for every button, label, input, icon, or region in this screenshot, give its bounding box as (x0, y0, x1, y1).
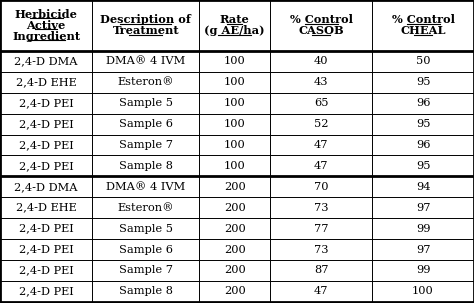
Text: 2,4-D PEI: 2,4-D PEI (19, 98, 73, 108)
Text: 47: 47 (314, 140, 328, 150)
Text: 95: 95 (416, 161, 430, 171)
Text: 47: 47 (314, 161, 328, 171)
Text: 2,4-D EHE: 2,4-D EHE (16, 77, 77, 87)
Text: 200: 200 (224, 265, 246, 275)
Text: 100: 100 (412, 286, 434, 296)
Text: 99: 99 (416, 224, 430, 234)
Text: 96: 96 (416, 140, 430, 150)
Text: % Control: % Control (392, 15, 455, 25)
Text: Description of: Description of (100, 15, 191, 25)
Text: 73: 73 (314, 245, 328, 255)
Text: 96: 96 (416, 98, 430, 108)
Text: Ingredient: Ingredient (12, 31, 80, 42)
Text: Esteron®: Esteron® (118, 203, 174, 213)
Text: 50: 50 (416, 56, 430, 66)
Text: 2,4-D PEI: 2,4-D PEI (19, 161, 73, 171)
Text: 73: 73 (314, 203, 328, 213)
Text: 200: 200 (224, 286, 246, 296)
Text: 100: 100 (224, 119, 246, 129)
Text: 77: 77 (314, 224, 328, 234)
Text: 200: 200 (224, 182, 246, 192)
Text: Sample 6: Sample 6 (119, 245, 173, 255)
Text: Active: Active (27, 20, 66, 31)
Text: 97: 97 (416, 245, 430, 255)
Text: % Control: % Control (290, 15, 353, 25)
Text: DMA® 4 IVM: DMA® 4 IVM (106, 182, 185, 192)
Text: (g AE/ha): (g AE/ha) (204, 25, 265, 36)
Text: CHEAL: CHEAL (401, 25, 446, 36)
Text: 2,4-D PEI: 2,4-D PEI (19, 265, 73, 275)
Text: 200: 200 (224, 245, 246, 255)
Text: Sample 7: Sample 7 (119, 140, 173, 150)
Text: 43: 43 (314, 77, 328, 87)
Text: Sample 8: Sample 8 (119, 286, 173, 296)
Text: 2,4-D PEI: 2,4-D PEI (19, 245, 73, 255)
Text: 40: 40 (314, 56, 328, 66)
Text: CASOB: CASOB (298, 25, 344, 36)
Text: 2,4-D PEI: 2,4-D PEI (19, 286, 73, 296)
Text: 100: 100 (224, 161, 246, 171)
Text: Esteron®: Esteron® (118, 77, 174, 87)
Text: 97: 97 (416, 203, 430, 213)
Text: 100: 100 (224, 77, 246, 87)
Text: 94: 94 (416, 182, 430, 192)
Text: Sample 8: Sample 8 (119, 161, 173, 171)
Text: Sample 5: Sample 5 (119, 98, 173, 108)
Text: DMA® 4 IVM: DMA® 4 IVM (106, 56, 185, 66)
Text: 87: 87 (314, 265, 328, 275)
Text: 2,4-D DMA: 2,4-D DMA (15, 56, 78, 66)
Text: 200: 200 (224, 203, 246, 213)
Text: 2,4-D PEI: 2,4-D PEI (19, 224, 73, 234)
Text: 95: 95 (416, 119, 430, 129)
Text: 2,4-D PEI: 2,4-D PEI (19, 119, 73, 129)
Text: Sample 5: Sample 5 (119, 224, 173, 234)
Text: 99: 99 (416, 265, 430, 275)
Text: 2,4-D PEI: 2,4-D PEI (19, 140, 73, 150)
Text: 95: 95 (416, 77, 430, 87)
Text: 52: 52 (314, 119, 328, 129)
Text: Sample 6: Sample 6 (119, 119, 173, 129)
Text: Herbicide: Herbicide (15, 9, 78, 20)
Text: 2,4-D EHE: 2,4-D EHE (16, 203, 77, 213)
Text: 47: 47 (314, 286, 328, 296)
Text: 100: 100 (224, 98, 246, 108)
Text: 200: 200 (224, 224, 246, 234)
Text: 100: 100 (224, 56, 246, 66)
Text: 65: 65 (314, 98, 328, 108)
Text: Treatment: Treatment (112, 25, 179, 36)
Text: 2,4-D DMA: 2,4-D DMA (15, 182, 78, 192)
Text: Sample 7: Sample 7 (119, 265, 173, 275)
Text: 100: 100 (224, 140, 246, 150)
Text: Rate: Rate (220, 15, 249, 25)
Text: 70: 70 (314, 182, 328, 192)
